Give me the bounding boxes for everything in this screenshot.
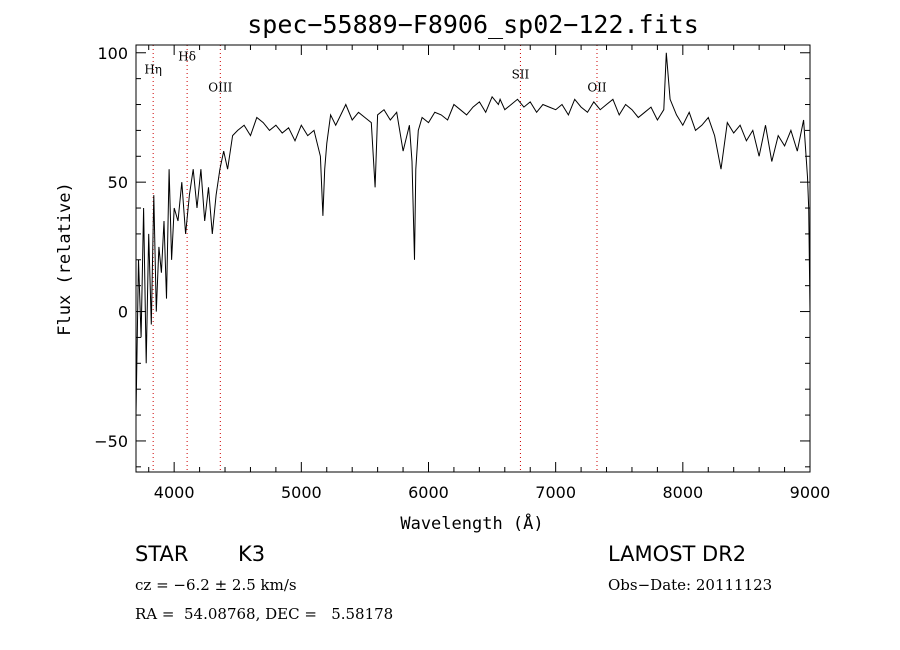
y-axis-label: Flux (relative) (55, 182, 75, 336)
coordinates-text: RA = 54.08768, DEC = 5.58178 (135, 605, 394, 623)
y-tick-label: 0 (118, 303, 128, 322)
marker-label-4: OII (587, 81, 607, 95)
x-axis-label: Wavelength (Å) (400, 512, 543, 534)
y-tick-label: 100 (97, 44, 128, 63)
axis-ticks (136, 45, 811, 472)
x-tick-label: 6000 (408, 483, 449, 502)
x-tick-label: 4000 (154, 483, 195, 502)
spectral-line-markers: Hη Hδ OIII SII OII (144, 45, 607, 472)
spectrum-series (135, 52, 811, 416)
object-subclass: K3 (238, 542, 266, 566)
survey-label: LAMOST DR2 (608, 542, 747, 566)
marker-label-1: Hδ (178, 50, 196, 64)
object-class: STAR (135, 542, 189, 566)
spectrum-line-0 (135, 52, 811, 416)
x-tick-label: 8000 (662, 483, 703, 502)
marker-label-0: Hη (144, 62, 162, 76)
y-tick-label: 50 (108, 173, 128, 192)
marker-label-2: OIII (208, 81, 232, 95)
plot-frame (135, 44, 811, 473)
obs-date-text: Obs−Date: 20111123 (608, 576, 773, 594)
marker-label-3: SII (512, 68, 530, 82)
x-tick-label: 9000 (790, 483, 831, 502)
redshift-text: cz = −6.2 ± 2.5 km/s (135, 576, 297, 594)
y-tick-label: −50 (94, 432, 128, 451)
x-tick-label: 5000 (281, 483, 322, 502)
chart-title: spec−55889−F8906_sp02−122.fits (247, 10, 699, 39)
x-tick-label: 7000 (535, 483, 576, 502)
axis-tick-labels: 4000 5000 6000 7000 8000 9000 −50 0 50 100 (94, 44, 830, 502)
